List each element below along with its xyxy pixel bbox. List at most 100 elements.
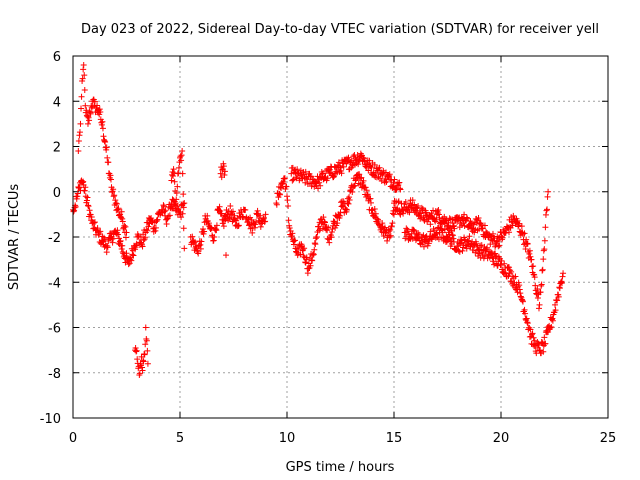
data-point-upper-early — [77, 120, 84, 127]
data-point-around-10h — [302, 259, 309, 266]
data-point-spikes-5h — [170, 173, 177, 180]
data-point-upper-early — [101, 138, 108, 145]
grid-lines — [73, 56, 608, 418]
data-point-lower-early — [73, 195, 80, 202]
data-point-lower-early — [180, 200, 187, 207]
data-point-lower-early — [135, 232, 142, 239]
data-point-around-10h — [281, 175, 288, 182]
data-point-afternoon-lower — [547, 324, 554, 331]
data-point-around-10h — [349, 188, 356, 195]
data-point-around-10h — [284, 193, 290, 200]
data-point-around-10h — [343, 206, 350, 213]
data-point-afternoon-upper — [449, 216, 456, 223]
data-point-afternoon-upper — [476, 226, 483, 233]
data-point-lower-early — [103, 249, 110, 256]
data-point-afternoon-lower — [489, 258, 496, 265]
data-point-afternoon-lower — [529, 330, 536, 337]
data-point-afternoon-upper — [450, 222, 457, 229]
data-point-afternoon-upper — [417, 215, 424, 222]
data-point-lower-early — [117, 237, 124, 244]
data-point-around-10h — [334, 220, 341, 227]
data-point-afternoon-upper — [542, 224, 549, 231]
data-point-afternoon-upper — [423, 209, 430, 216]
data-point-afternoon-upper — [435, 206, 442, 213]
data-point-lower-early — [172, 206, 179, 213]
data-point-afternoon-upper — [506, 229, 513, 236]
data-point-afternoon-lower — [476, 250, 483, 257]
data-point-outliers-3h — [136, 370, 143, 377]
data-point-mid-day-spikes — [221, 168, 228, 175]
data-point-outliers-3h — [140, 357, 147, 364]
data-point-afternoon-lower — [427, 228, 434, 235]
data-point-spikes-5h — [172, 200, 179, 207]
data-point-afternoon-upper — [516, 220, 523, 227]
data-point-lower-early — [125, 261, 132, 268]
data-point-afternoon-lower — [517, 293, 524, 300]
data-point-afternoon-upper — [417, 210, 424, 217]
y-tick-label: 2 — [53, 141, 61, 156]
data-point-afternoon-lower — [450, 235, 457, 242]
data-point-lower-early — [139, 243, 146, 250]
data-point-lower-early — [97, 228, 104, 235]
data-point-afternoon-lower — [403, 225, 410, 232]
data-point-lower-early — [102, 236, 109, 243]
data-point-afternoon-upper — [481, 222, 488, 229]
data-point-afternoon-lower — [512, 273, 519, 280]
data-point-afternoon-lower — [548, 324, 555, 331]
data-point-around-10h-spikes — [397, 186, 404, 193]
data-point-spikes-5h — [174, 183, 181, 190]
data-point-afternoon-lower — [516, 282, 523, 289]
data-point-mid-day — [208, 224, 215, 231]
data-point-around-10h-spikes — [340, 163, 347, 170]
data-point-around-10h — [325, 224, 332, 231]
data-point-afternoon-upper — [509, 222, 516, 229]
data-point-lower-early — [175, 205, 182, 212]
data-point-afternoon-lower — [508, 278, 515, 285]
data-point-around-10h-spikes — [293, 174, 300, 181]
data-point-afternoon-upper — [471, 229, 478, 236]
data-point-lower-early — [74, 190, 81, 197]
data-point-mid-day-spikes — [222, 216, 229, 223]
data-point-lower-early — [90, 219, 97, 226]
data-point-afternoon-upper — [545, 188, 552, 195]
data-point-mid-day — [218, 210, 225, 217]
data-point-afternoon-upper — [527, 253, 534, 260]
data-point-mid-day — [227, 202, 234, 209]
data-point-afternoon-upper — [539, 266, 546, 273]
data-point-lower-early — [85, 203, 92, 210]
y-tick-label: -6 — [48, 322, 61, 337]
data-point-around-10h — [277, 191, 284, 198]
data-point-around-10h — [375, 217, 382, 224]
data-point-afternoon-upper — [430, 207, 437, 214]
data-point-around-10h — [391, 211, 397, 218]
x-tick-label: 20 — [493, 431, 510, 446]
data-point-around-10h — [331, 218, 338, 225]
data-point-around-10h — [310, 251, 317, 258]
data-point-lower-early — [84, 202, 91, 209]
data-point-afternoon-lower — [540, 348, 547, 355]
data-point-upper-early — [79, 75, 86, 82]
data-point-around-10h — [358, 174, 365, 181]
data-point-afternoon-lower — [530, 334, 537, 341]
data-point-afternoon-upper — [530, 263, 537, 270]
data-point-afternoon-lower — [449, 232, 456, 239]
data-point-afternoon-upper — [454, 218, 461, 225]
data-point-around-10h — [384, 237, 391, 244]
data-point-afternoon-upper — [539, 267, 546, 274]
data-point-afternoon-upper — [475, 215, 482, 222]
data-point-mid-day — [191, 238, 198, 245]
data-point-outliers-3h — [141, 350, 148, 357]
data-point-spikes-5h — [179, 148, 186, 155]
data-point-around-10h — [389, 220, 396, 227]
data-point-afternoon-lower — [527, 326, 534, 333]
data-point-upper-early — [84, 120, 91, 127]
data-point-around-10h-spikes — [367, 163, 374, 170]
data-point-around-10h — [338, 199, 345, 206]
data-point-around-10h — [307, 262, 314, 269]
data-point-upper-early — [82, 102, 89, 109]
data-point-upper-early — [80, 62, 87, 69]
data-point-afternoon-lower — [410, 227, 417, 234]
data-point-afternoon-lower — [560, 270, 567, 277]
y-tick-label: 0 — [53, 186, 61, 201]
data-point-lower-early — [88, 214, 95, 221]
